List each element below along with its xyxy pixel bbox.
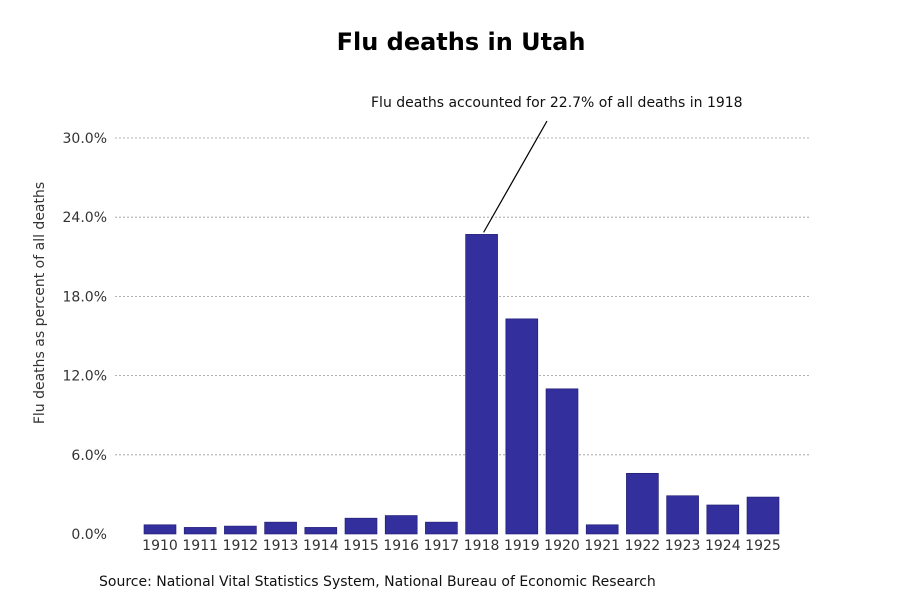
x-tick-label-1913: 1913 [263,538,299,554]
bar-1916 [384,515,418,535]
annotation-line [483,120,548,233]
x-tick-label-1914: 1914 [303,538,339,554]
x-tick-label-1922: 1922 [625,538,661,554]
x-tick-label-1911: 1911 [182,538,218,554]
x-tick-label-1921: 1921 [584,538,620,554]
bar-1922 [626,472,659,535]
bar-1918 [465,234,498,535]
x-tick-label-1916: 1916 [383,538,419,554]
bar-1925 [746,496,780,535]
bar-1919 [505,318,539,535]
y-tick-label: 12.0% [63,369,107,385]
grid-layer [115,137,810,456]
y-tick-label: 0.0% [71,527,107,543]
bars-layer [143,234,780,535]
source-text: Source: National Vital Statistics System… [99,574,656,590]
x-tick-label-1917: 1917 [424,538,460,554]
bar-1913 [264,521,297,535]
y-tick-label: 30.0% [63,131,107,147]
chart-title: Flu deaths in Utah [336,28,586,56]
annotation-text: Flu deaths accounted for 22.7% of all de… [371,95,743,111]
y-axis-label: Flu deaths as percent of all deaths [32,182,48,424]
bar-1914 [304,527,338,535]
x-tick-label-1919: 1919 [504,538,540,554]
y-tick-label: 24.0% [63,210,107,226]
y-tick-label: 18.0% [63,289,107,305]
bar-1923 [666,495,699,535]
bar-1912 [224,525,257,535]
x-tick-label-1912: 1912 [223,538,259,554]
bar-1910 [143,524,177,535]
x-tick-label-1920: 1920 [544,538,580,554]
bar-1924 [706,504,740,535]
bar-1920 [545,388,579,535]
y-tick-labels: 0.0% 6.0% 12.0% 18.0% 24.0% 30.0% [63,131,107,543]
x-tick-labels: 1910 1911 1912 1913 1914 1915 1916 1917 1918 1919… [142,538,781,554]
x-tick-label-1910: 1910 [142,538,178,554]
x-tick-label-1918: 1918 [464,538,500,554]
bar-1917 [425,521,458,535]
x-tick-label-1923: 1923 [665,538,701,554]
bar-1915 [344,517,378,535]
y-tick-label: 6.0% [71,448,107,464]
x-tick-label-1915: 1915 [343,538,379,554]
bar-1921 [585,524,619,535]
bar-1911 [183,527,217,535]
x-tick-label-1925: 1925 [745,538,781,554]
x-tick-label-1924: 1924 [705,538,741,554]
